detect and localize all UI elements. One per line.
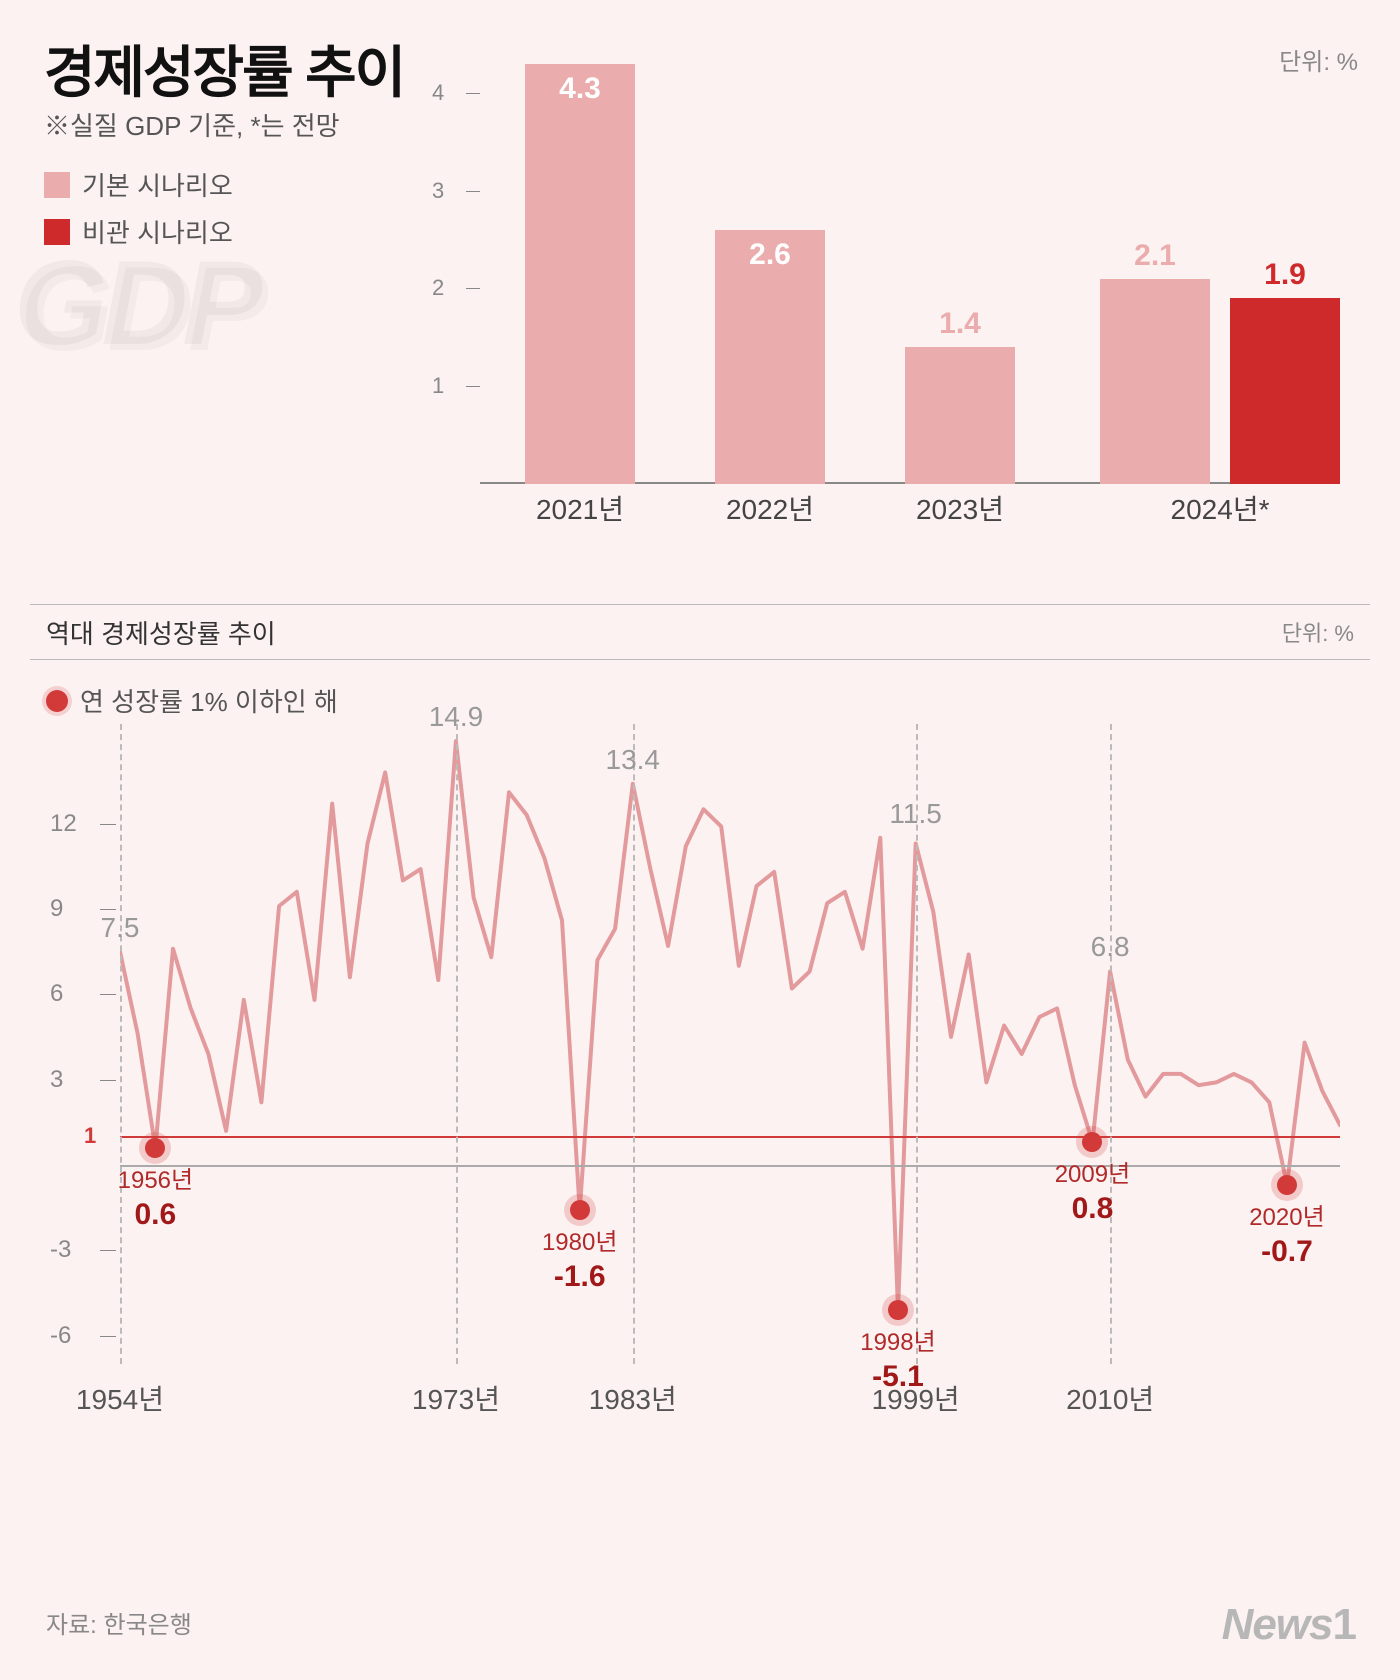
- line-ytick-mark: [100, 909, 116, 910]
- vline-1983: [633, 724, 635, 1364]
- line-ytick: 9: [50, 895, 63, 923]
- bar-ytick: 4: [432, 80, 444, 106]
- legend-basic-swatch: [44, 172, 70, 198]
- line-plot-area: -6-33691211954년1973년1983년1999년2010년7.514…: [120, 724, 1340, 1364]
- bar-2021년: 4.3: [525, 64, 635, 484]
- top-panel: 경제성장률 추이 ※실질 GDP 기준, *는 전망 단위: % 기본 시나리오…: [0, 0, 1400, 584]
- low-dot-1980: [570, 1200, 590, 1220]
- bar-2022년: 2.6: [715, 230, 825, 484]
- bar-ytick: 2: [432, 275, 444, 301]
- line-ytick-mark: [100, 1336, 116, 1337]
- line-xlabel: 1983년: [589, 1378, 677, 1418]
- bar-ytick: 3: [432, 178, 444, 204]
- bar-ytick: 1: [432, 373, 444, 399]
- bar-xlabel: 2023년: [916, 488, 1004, 528]
- line-chart: -6-33691211954년1973년1983년1999년2010년7.514…: [30, 684, 1370, 1504]
- line-ytick-mark: [100, 994, 116, 995]
- source-label: 자료: 한국은행: [46, 1605, 192, 1640]
- line-ytick-mark: [100, 824, 116, 825]
- line-svg: [120, 724, 1340, 1364]
- line-ytick: 3: [50, 1066, 63, 1094]
- legend-basic: 기본 시나리오: [44, 166, 233, 203]
- line-ytick-mark: [100, 1250, 116, 1251]
- bar-2024-pess: 1.9: [1230, 298, 1340, 484]
- bar-ytick-mark: [466, 191, 480, 192]
- low-label-1980: 1980년-1.6: [542, 1228, 617, 1296]
- legend-basic-label: 기본 시나리오: [82, 166, 233, 203]
- bar-plot-area: 12344.32021년2.62022년1.42023년2.12024년*1.9: [480, 44, 1340, 484]
- zero-line: [120, 1165, 1340, 1167]
- peak-label-1999: 11.5: [889, 798, 941, 830]
- bar-2024년*: 2.1: [1100, 279, 1210, 484]
- line-ytick: 12: [50, 810, 77, 838]
- vline-1954: [120, 724, 122, 1364]
- infographic-root: 경제성장률 추이 ※실질 GDP 기준, *는 전망 단위: % 기본 시나리오…: [0, 0, 1400, 1680]
- bar-value-label: 2.1: [1134, 239, 1176, 273]
- low-dot-1956: [145, 1138, 165, 1158]
- line-ytick: -6: [50, 1322, 71, 1350]
- line-ytick-mark: [100, 1080, 116, 1081]
- peak-label-1954: 7.5: [101, 912, 140, 944]
- line-xlabel: 2010년: [1066, 1378, 1154, 1418]
- vline-2010: [1110, 724, 1112, 1364]
- line-ytick: -3: [50, 1236, 71, 1264]
- unit-label-bottom: 단위: %: [1282, 616, 1354, 648]
- subtitle: ※실질 GDP 기준, *는 전망: [44, 106, 340, 143]
- low-dot-1998: [888, 1300, 908, 1320]
- bottom-panel: 역대 경제성장률 추이 단위: % 연 성장률 1% 이하인 해 -6-3369…: [30, 604, 1370, 1584]
- line-ytick: 6: [50, 980, 63, 1008]
- bar-value-label: 4.3: [559, 72, 601, 106]
- peak-label-1973: 14.9: [429, 701, 484, 733]
- main-title: 경제성장률 추이: [44, 28, 404, 109]
- low-label-2009: 2009년0.8: [1055, 1160, 1130, 1228]
- growth-line: [120, 741, 1340, 1310]
- bottom-header: 역대 경제성장률 추이 단위: %: [30, 604, 1370, 660]
- line-xlabel: 1973년: [412, 1378, 500, 1418]
- low-label-1998: 1998년-5.1: [860, 1328, 935, 1396]
- bar-ytick-mark: [466, 386, 480, 387]
- low-label-1956: 1956년0.6: [118, 1166, 193, 1234]
- one-percent-line: [120, 1136, 1340, 1138]
- bar-xlabel: 2024년*: [1171, 488, 1270, 528]
- low-label-2020: 2020년-0.7: [1249, 1203, 1324, 1271]
- bar-chart: 12344.32021년2.62022년1.42023년2.12024년*1.9: [420, 44, 1360, 544]
- logo-text: News: [1222, 1600, 1333, 1649]
- line-xlabel: 1954년: [76, 1378, 164, 1418]
- bar-value-label: 2.6: [749, 238, 791, 272]
- bar-2023년: 1.4: [905, 347, 1015, 484]
- low-dot-2009: [1082, 1132, 1102, 1152]
- bar-ytick-mark: [466, 93, 480, 94]
- news-logo: News1: [1222, 1600, 1356, 1650]
- peak-label-2010: 6.8: [1091, 931, 1130, 963]
- bar-xlabel: 2021년: [536, 488, 624, 528]
- vline-1973: [456, 724, 458, 1364]
- peak-label-1983: 13.4: [606, 744, 661, 776]
- one-percent-label: 1: [84, 1123, 96, 1149]
- bar-ytick-mark: [466, 288, 480, 289]
- bar-value-label: 1.9: [1264, 258, 1306, 292]
- gdp-watermark: GDP: [14, 234, 256, 372]
- bar-xlabel: 2022년: [726, 488, 814, 528]
- low-dot-2020: [1277, 1175, 1297, 1195]
- logo-suffix: 1: [1333, 1600, 1356, 1649]
- bottom-title: 역대 경제성장률 추이: [46, 614, 276, 651]
- bar-value-label: 1.4: [939, 307, 981, 341]
